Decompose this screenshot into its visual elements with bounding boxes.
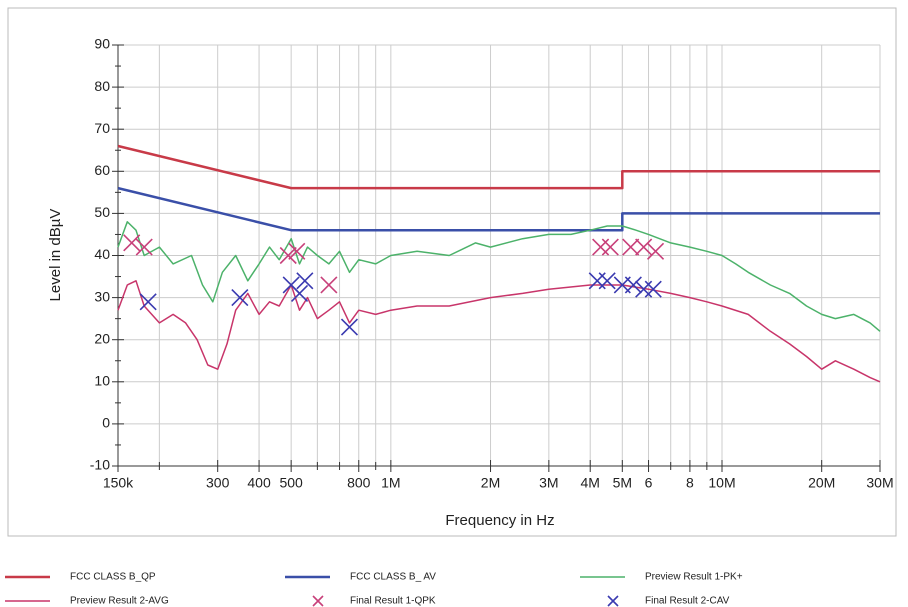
x-marker [231,289,249,307]
x-axis-title: Frequency in Hz [445,512,554,529]
legend-label: Preview Result 1-PK+ [645,572,743,583]
x-marker [624,276,642,294]
y-tick-label: 90 [94,36,110,52]
x-tick-label: 4M [580,475,599,491]
x-marker [340,318,359,336]
y-tick-label: 70 [94,120,110,136]
x-marker [139,293,157,311]
x-tick-label: 3M [539,475,558,491]
legend-label: Final Result 1-QPK [350,596,436,607]
y-tick-label: -10 [90,457,110,473]
x-tick-label: 20M [808,475,835,491]
x-marker [635,238,653,256]
plot: -10 0 10 20 30 40 50 60 70 80 90 150k 300 400 500 800 1M… [90,36,894,491]
x-tick-label: 6 [645,475,653,491]
x-tick-label: 1M [381,475,400,491]
x-marker [320,276,338,294]
x-marker [135,238,153,256]
series-line [117,144,880,190]
x-marker [290,284,309,302]
x-marker [607,595,619,607]
series-line [117,221,881,332]
x-marker [296,272,314,290]
x-marker [123,234,141,252]
y-tick-label: 60 [94,162,110,178]
x-tick-label: 10M [708,475,735,491]
x-marker [279,246,297,265]
legend-label: FCC CLASS B_QP [70,572,156,583]
x-tick-label: 5M [613,475,632,491]
legend: FCC CLASS B_QP FCC CLASS B_ AV Preview Res… [5,572,743,607]
x-tick-label: 150k [103,475,134,491]
x-marker [622,238,640,256]
x-marker [312,595,324,607]
x-marker [646,242,665,260]
x-marker [288,242,306,260]
legend-label: Final Result 2-CAV [645,596,730,607]
legend-label: FCC CLASS B_ AV [350,572,436,583]
y-tick-label: 20 [94,330,110,346]
y-tick-label: 80 [94,78,110,94]
x-marker [601,238,619,256]
x-marker [644,280,662,298]
series-line [117,186,880,232]
y-tick-label: 10 [94,373,110,389]
y-tick-label: 50 [94,204,110,220]
x-tick-label: 300 [206,475,230,491]
y-axis-title: Level in dBµV [47,209,64,302]
x-tick-label: 400 [247,475,271,491]
y-tick-label: 40 [94,246,110,262]
y-tick-label: 30 [94,288,110,304]
legend-label: Preview Result 2-AVG [70,596,169,607]
series-line [117,280,881,383]
x-tick-label: 2M [481,475,500,491]
x-tick-label: 8 [686,475,694,491]
x-marker [598,272,616,290]
x-tick-label: 500 [279,475,303,491]
y-tick-label: 0 [102,415,110,431]
x-tick-label: 800 [347,475,371,491]
frame [7,7,897,537]
x-tick-label: 30M [866,475,893,491]
